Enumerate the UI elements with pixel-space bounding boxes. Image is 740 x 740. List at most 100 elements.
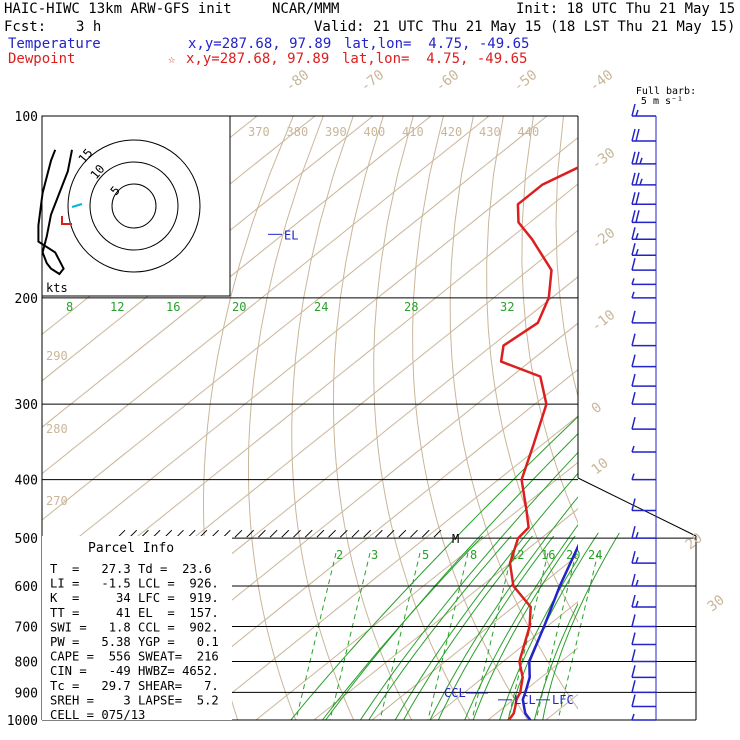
lcl-label: LCL — [514, 693, 536, 707]
wind-barb-flag — [631, 573, 636, 587]
mixing-ratio-label: 2 — [336, 548, 343, 562]
hodograph-ring — [111, 183, 157, 229]
mixing-ratio-label: 24 — [314, 300, 328, 314]
stability-hash-mark — [339, 529, 348, 538]
theta-label: 430 — [479, 125, 501, 139]
stability-hash-mark — [246, 529, 255, 538]
hodograph-trace — [37, 149, 73, 276]
mixing-ratio-label: 28 — [404, 300, 418, 314]
legend-dewpoint-star-icon: ☆ — [168, 52, 176, 66]
moist-adiabat-line — [325, 432, 578, 720]
mixing-ratio-label: 12 — [110, 300, 124, 314]
isotherm-label: -80 — [283, 67, 313, 95]
mixing-ratio-line — [329, 552, 371, 720]
isotherm-label: 20 — [683, 530, 706, 553]
moist-adiabat-line — [464, 524, 578, 720]
dry-adiabat-line — [248, 116, 324, 720]
isotherm-line — [720, 116, 740, 720]
dry-adiabat-line — [622, 116, 740, 733]
stability-hash-mark — [363, 529, 372, 538]
wind-barb-half-flag — [631, 278, 635, 285]
pressure-tick-label: 800 — [15, 655, 38, 670]
stability-hash-mark — [258, 529, 266, 538]
stability-hash-mark — [304, 529, 313, 538]
pressure-tick-label: 500 — [15, 532, 38, 547]
isotherm-line — [429, 600, 578, 720]
wind-barb-flag — [635, 151, 640, 165]
wind-barb-flag — [631, 258, 636, 271]
isotherm-label: -30 — [589, 145, 619, 173]
wind-barb-flag — [631, 373, 636, 387]
wind-barb-half-flag — [635, 579, 639, 587]
mixing-ratio-label: 8 — [470, 548, 477, 562]
parcel-info-row: TT = 41 EL = 157. — [50, 606, 219, 620]
moist-adiabat-line — [290, 415, 578, 720]
wind-barb-flag — [635, 192, 640, 205]
wind-barb-flag — [631, 498, 636, 511]
ccl-label: CCL — [444, 686, 466, 700]
wind-barb-flag — [631, 172, 636, 186]
stability-hash-mark — [328, 529, 336, 538]
wind-barb-flag — [631, 594, 636, 608]
mixing-ratio-line — [507, 552, 549, 720]
hodograph-ring — [67, 139, 201, 273]
lower-moist-adiabat-line — [322, 532, 486, 720]
lower-moist-adiabat-line — [542, 532, 620, 720]
pressure-tick-label: 1000 — [7, 714, 38, 729]
wind-barb-flag — [631, 525, 636, 539]
isotherm-label: 10 — [589, 455, 612, 478]
wind-barb-half-flag — [635, 600, 639, 608]
theta-label: 440 — [518, 125, 540, 139]
wind-barb-flag — [631, 391, 636, 405]
pressure-tick-label: 600 — [15, 580, 38, 595]
mixing-ratio-label: 16 — [166, 300, 180, 314]
wind-barb-half-flag — [635, 233, 639, 240]
wind-barb-flag — [631, 354, 636, 367]
pressure-tick-label: 400 — [15, 474, 38, 489]
isotherm-label: -10 — [589, 307, 619, 335]
isotherm-line — [371, 554, 578, 720]
moist-adiabat-line — [394, 472, 578, 720]
wind-barb-flag — [631, 417, 636, 430]
wind-barb-flag — [635, 172, 640, 186]
theta-label: 390 — [325, 125, 347, 139]
parcel-info-row: CAPE = 556 SWEAT= 216 — [50, 650, 219, 664]
valid-time: Valid: 21 UTC Thu 21 May 15 (18 LST Thu … — [314, 19, 736, 35]
wind-barb-half-flag — [639, 157, 643, 165]
isotherm-label: -50 — [511, 67, 541, 95]
isotherm-line — [139, 368, 578, 720]
isotherm-line — [42, 116, 490, 475]
barb-header-line1: Full barb: — [636, 86, 696, 97]
pressure-tick-label: 900 — [15, 686, 38, 701]
mixing-ratio-label: 20 — [232, 300, 246, 314]
wind-barb-flag — [631, 151, 636, 165]
wind-barb-flag — [631, 310, 636, 324]
wind-barb-flag — [631, 333, 636, 346]
lower-moist-adiabat-line — [472, 532, 578, 720]
mixing-ratio-label: 32 — [500, 300, 514, 314]
stability-hash-mark — [398, 529, 407, 538]
dry-adiabat-line — [291, 116, 355, 720]
agency-label: NCAR/MMM — [272, 1, 340, 17]
wind-barb-flag — [631, 227, 636, 240]
stability-hash-mark — [375, 529, 383, 538]
mixing-ratio-label: 3 — [371, 548, 378, 562]
mixing-ratio-label: 5 — [422, 548, 429, 562]
stability-hash-mark — [234, 529, 243, 538]
moist-adiabat-line — [429, 496, 578, 720]
dry-adiabat-line — [449, 116, 578, 710]
theta-label: 270 — [46, 494, 68, 508]
legend-temperature-xy: x,y=287.68, 97.89 — [188, 36, 332, 52]
legend-dewpoint-latlon: lat,lon= 4.75, -49.65 — [342, 51, 528, 67]
wind-barb-half-flag — [635, 248, 639, 256]
isotherm-line — [42, 116, 374, 382]
isotherm-line — [42, 116, 432, 428]
parcel-info-row: SREH = 3 LAPSE= 5.2 — [50, 693, 219, 707]
parcel-info-row: K = 34 LFC = 919. — [50, 591, 219, 605]
forecast-label: Fcst: — [4, 19, 47, 35]
theta-label: 280 — [46, 422, 68, 436]
parcel-info-row: CELL = 075/13 — [50, 708, 145, 722]
theta-label: 380 — [287, 125, 309, 139]
pressure-tick-label: 300 — [15, 398, 38, 413]
wind-barb-flag — [631, 192, 636, 205]
